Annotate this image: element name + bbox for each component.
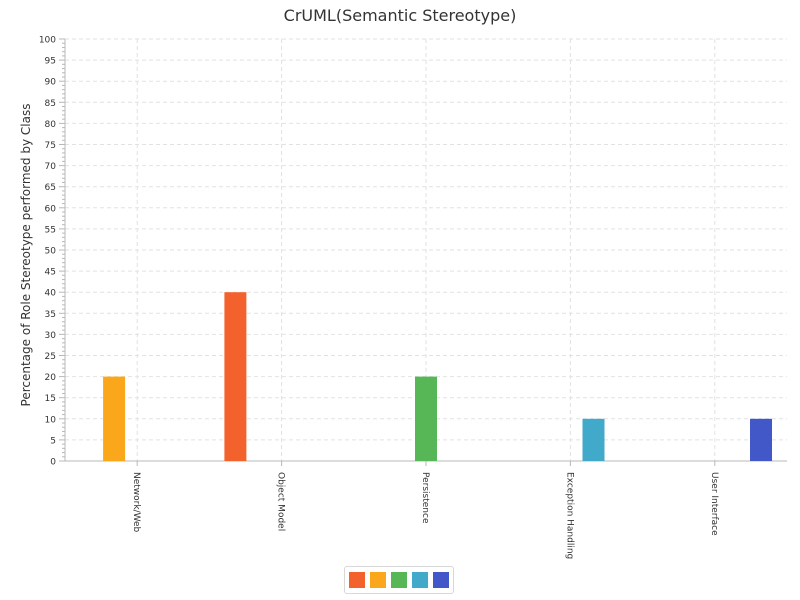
- y-tick-label: 55: [45, 225, 56, 235]
- legend-swatch: [370, 572, 386, 588]
- legend-swatch: [349, 572, 365, 588]
- y-tick-label: 100: [39, 36, 56, 46]
- chart-title: CrUML(Semantic Stereotype): [283, 6, 517, 25]
- y-tick-label: 30: [45, 331, 57, 341]
- x-tick-label: Persistence: [420, 472, 430, 524]
- bar: [224, 292, 247, 461]
- y-tick-label: 45: [45, 268, 56, 278]
- y-tick-label: 50: [45, 247, 57, 257]
- x-tick-label: Object Model: [276, 472, 286, 531]
- bar: [415, 376, 437, 461]
- y-tick-label: 75: [45, 141, 56, 151]
- y-tick-label: 70: [45, 162, 57, 172]
- y-tick-label: 25: [45, 352, 56, 362]
- y-tick-label: 65: [45, 183, 56, 193]
- y-tick-label: 60: [45, 204, 57, 214]
- bar: [582, 418, 605, 461]
- y-tick-label: 80: [45, 120, 57, 130]
- y-tick-label: 85: [45, 99, 56, 109]
- y-tick-label: 20: [45, 373, 57, 383]
- y-tick-label: 15: [45, 394, 56, 404]
- y-tick-label: 95: [45, 57, 56, 67]
- x-tick-label: User Interface: [709, 472, 719, 536]
- x-tick-label: Exception Handling: [564, 472, 574, 559]
- y-tick-label: 40: [45, 289, 57, 299]
- y-tick-label: 90: [45, 78, 57, 88]
- legend-swatch: [412, 572, 428, 588]
- x-tick-label: Network/Web: [131, 472, 141, 533]
- y-tick-label: 35: [45, 310, 56, 320]
- legend-swatch: [391, 572, 407, 588]
- y-tick-label: 0: [50, 458, 56, 468]
- y-tick-label: 10: [45, 415, 57, 425]
- legend-swatch: [433, 572, 449, 588]
- y-tick-label: 5: [50, 436, 56, 446]
- legend: [344, 566, 454, 594]
- bar: [750, 418, 773, 461]
- bar: [103, 376, 126, 461]
